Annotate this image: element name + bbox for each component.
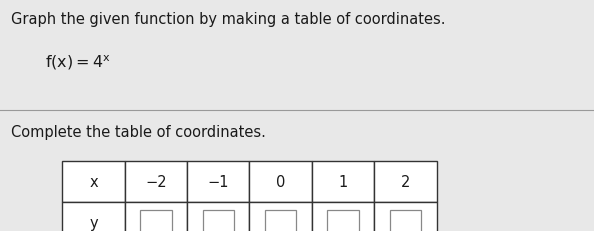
Bar (312, 202, 374, 231)
Text: 2: 2 (401, 174, 410, 189)
Bar (203, 210, 234, 231)
Text: −2: −2 (145, 174, 167, 189)
Bar (125, 162, 187, 202)
Bar (62, 162, 125, 202)
Bar (187, 162, 249, 202)
Bar (374, 162, 437, 202)
Text: 1: 1 (339, 174, 347, 189)
Bar (327, 210, 359, 231)
Text: x: x (89, 174, 98, 189)
Bar (390, 210, 421, 231)
Bar (265, 210, 296, 231)
Bar (140, 210, 172, 231)
Bar (312, 162, 374, 202)
Bar (125, 202, 187, 231)
Text: 0: 0 (276, 174, 285, 189)
Text: y: y (89, 215, 98, 230)
Bar (374, 202, 437, 231)
Text: −1: −1 (207, 174, 229, 189)
Text: $\mathregular{f(x) = 4^x}$: $\mathregular{f(x) = 4^x}$ (45, 53, 110, 72)
Bar (187, 202, 249, 231)
Text: Complete the table of coordinates.: Complete the table of coordinates. (11, 125, 266, 140)
Bar (249, 202, 312, 231)
Text: Graph the given function by making a table of coordinates.: Graph the given function by making a tab… (11, 12, 445, 27)
Bar (249, 162, 312, 202)
Bar (62, 202, 125, 231)
